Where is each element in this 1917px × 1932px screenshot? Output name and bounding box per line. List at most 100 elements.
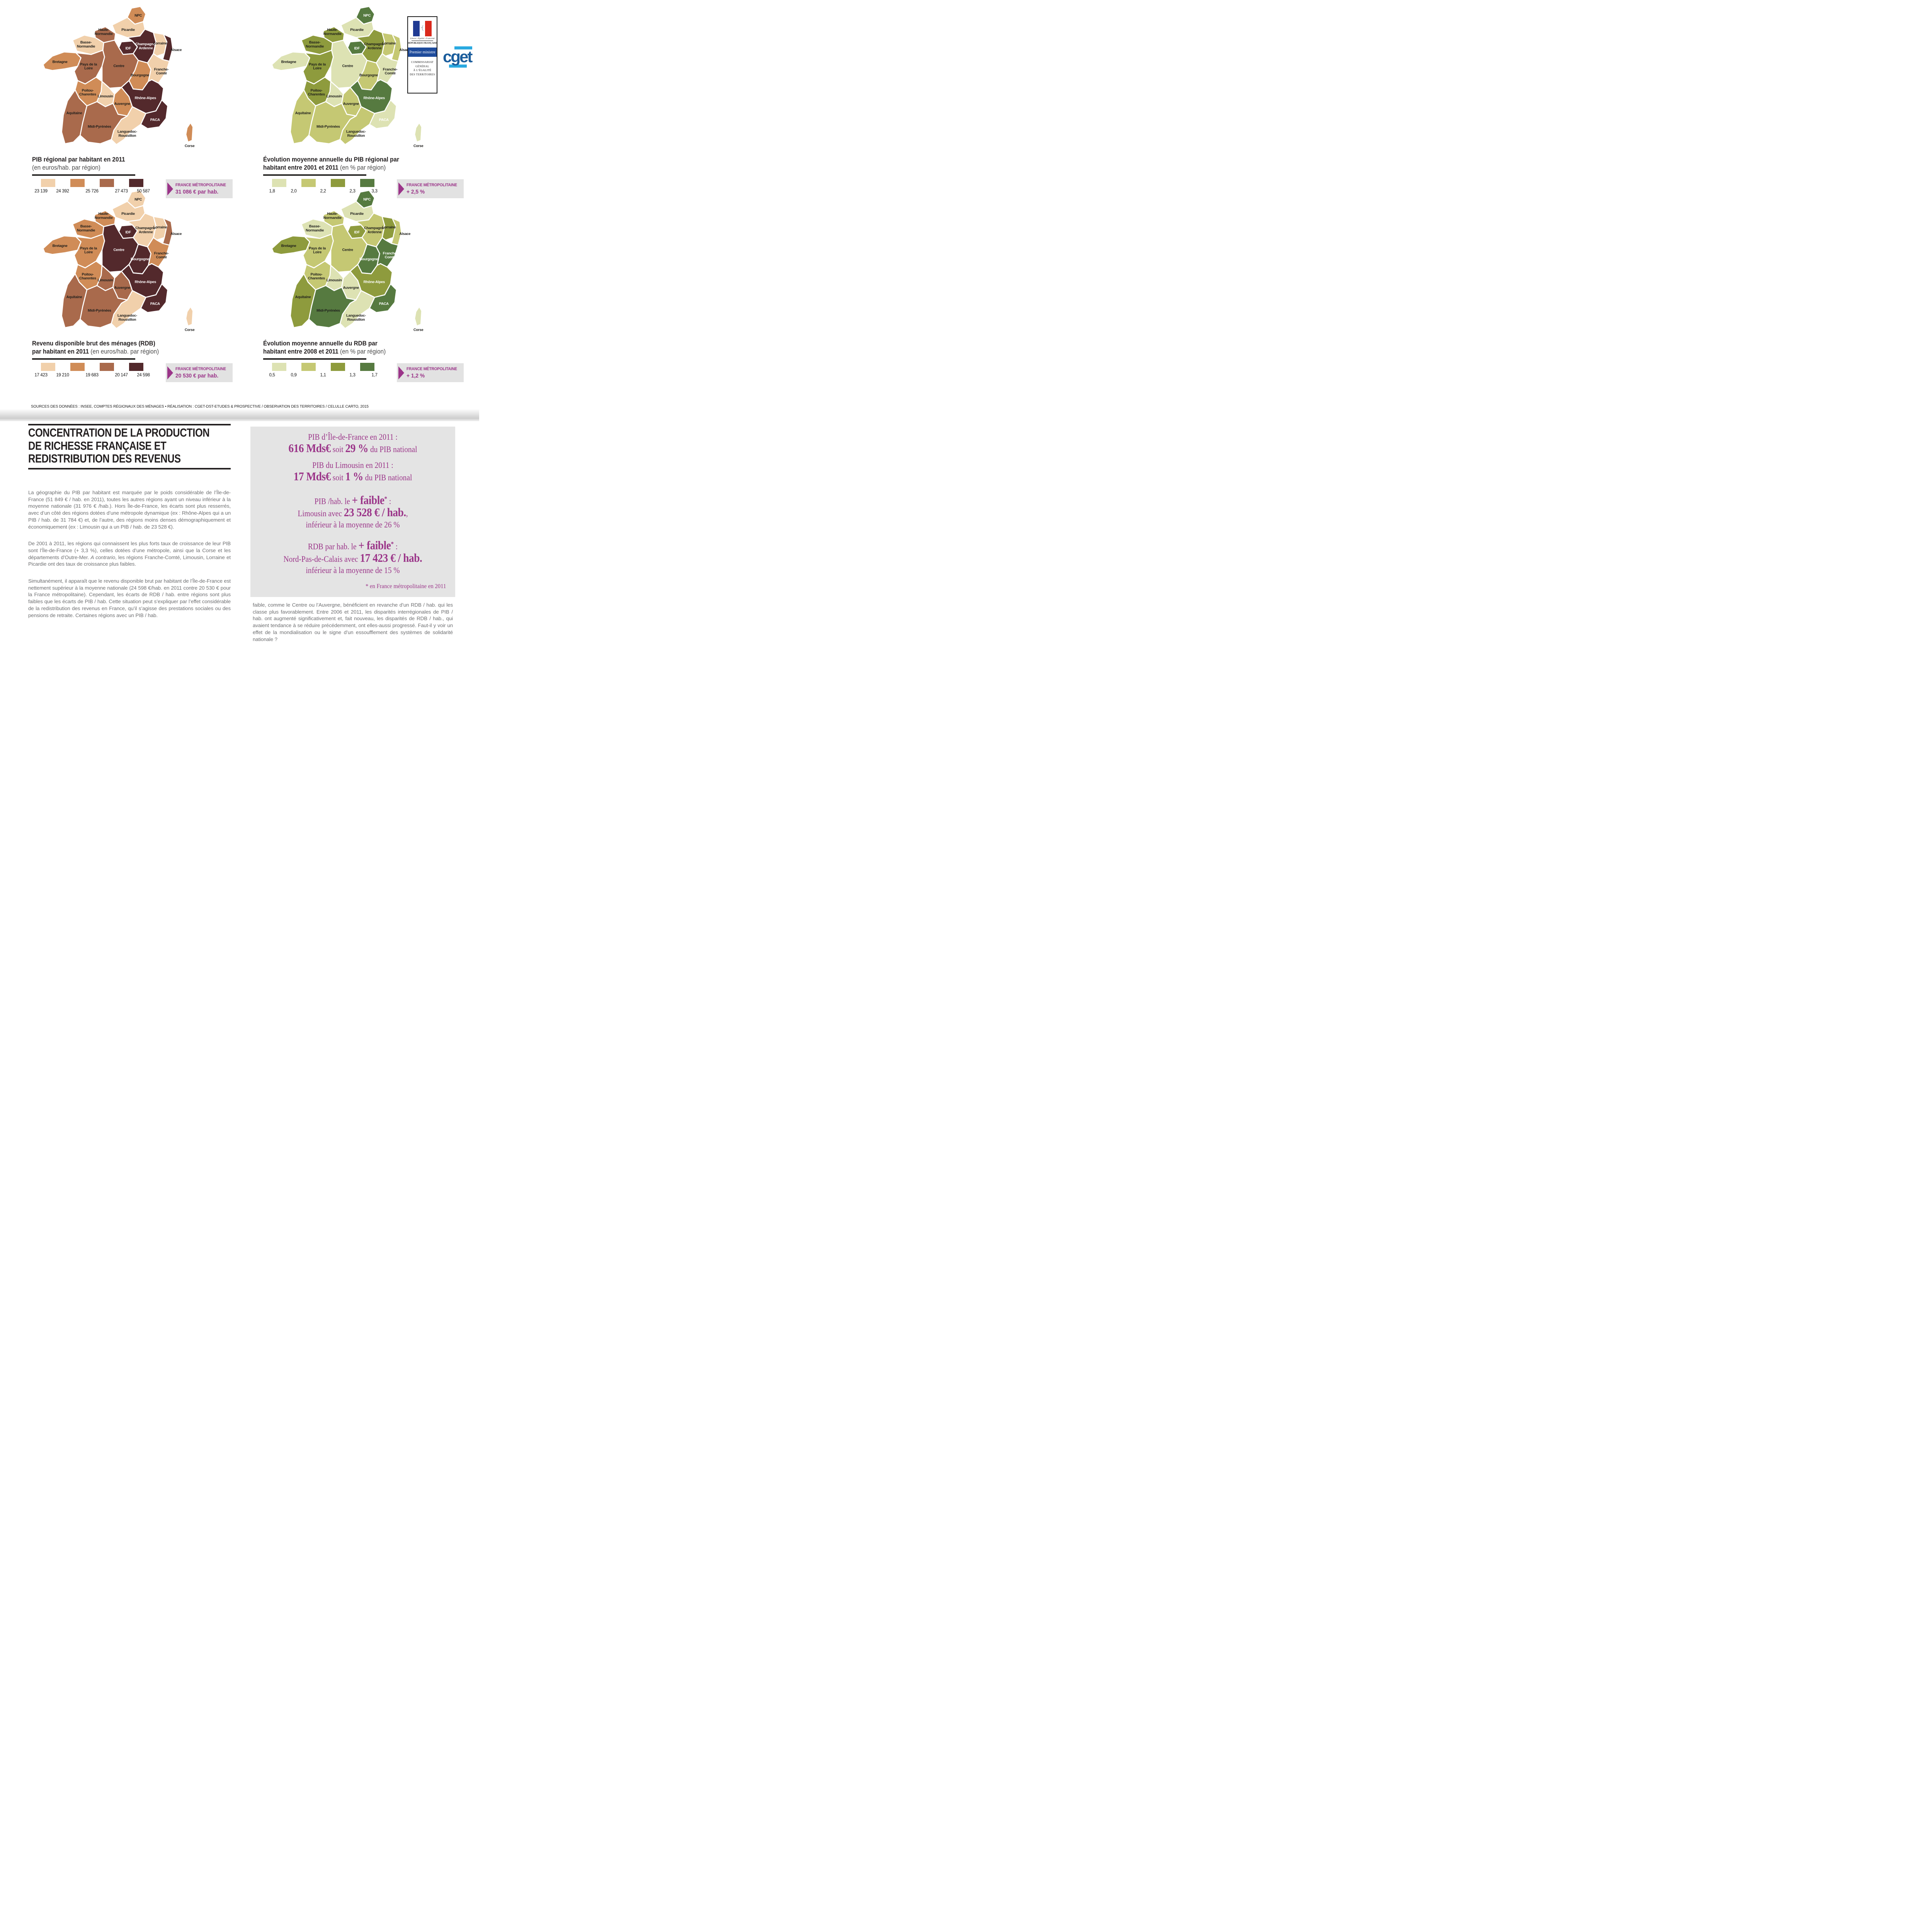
legend-value: 2,3 (349, 189, 356, 194)
region-label-auvergne: Auvergne (114, 102, 130, 106)
legend-swatch (41, 362, 55, 371)
legend-values: 23 139 24 392 25 726 27 473 50 587 (32, 189, 160, 194)
legend-swatch (360, 362, 374, 371)
rf-republic: RÉPUBLIQUE FRANÇAISE (407, 42, 437, 44)
map4-caption: Évolution moyenne annuelle du RDB par hab… (263, 339, 433, 378)
cget-wordmark: cget (443, 48, 473, 66)
region-label-npc: NPC (134, 197, 142, 201)
region-label-paca: PACA (150, 302, 160, 306)
region-label-rhone-alpes: Rhône-Alpes (364, 280, 385, 284)
region-label-languedoc-roussillon: Languedoc-Roussillon (346, 314, 366, 321)
fold-shadow (0, 409, 479, 421)
map-title-line: Évolution moyenne annuelle du RDB par (263, 340, 378, 347)
legend-value: 1,3 (349, 372, 356, 378)
region-franche-comte (376, 237, 399, 268)
region-label-aquitaine: Aquitaine (66, 111, 82, 115)
map-title-line: habitant entre 2001 et 2011 (en % par ré… (263, 164, 386, 171)
map-evolution-rdb-2008-2011: NPC Picardie Haute-Normandie Basse-Normandi… (271, 190, 424, 332)
region-label-poitou-charentes: Poitou-Charentes (79, 272, 96, 280)
region-label-idf: IDF (125, 230, 131, 234)
premier-ministre-band: Premier ministre (408, 48, 437, 57)
region-label-paca: PACA (379, 118, 389, 122)
legend-value: 0,9 (291, 372, 297, 378)
region-label-midi-pyrenees: Midi-Pyrénées (88, 125, 111, 129)
region-label-haute-normandie: Haute-Normandie (95, 28, 113, 36)
region-label-auvergne: Auvergne (343, 102, 359, 106)
region-label-bourgogne: Bourgogne (131, 73, 149, 77)
region-label-bretagne: Bretagne (53, 60, 68, 64)
region-label-lorraine: Lorraine (382, 41, 396, 45)
legend-swatches (263, 179, 379, 187)
region-label-corse: Corse (413, 328, 423, 332)
cget-bar-icon (449, 65, 467, 68)
region-label-franche-comte: Franche-Comté (154, 67, 169, 75)
region-label-haute-normandie: Haute-Normandie (95, 212, 113, 219)
legend-swatch (129, 179, 143, 187)
map-title-line: par habitant en 2011 (en euros/hab. par … (32, 348, 159, 355)
map-title-line: habitant entre 2008 et 2011 (en % par ré… (263, 348, 386, 355)
map-title-line: Revenu disponible brut des ménages (RDB) (32, 340, 155, 347)
region-label-alsace: Alsace (170, 48, 182, 52)
legend-value: 19 683 (85, 372, 99, 378)
legend-swatch (331, 179, 345, 187)
key-figure-line: inférieur à la moyenne de 15 % (306, 565, 400, 575)
region-label-aquitaine: Aquitaine (295, 111, 311, 115)
region-midi-pyrenees (308, 285, 357, 328)
legend-value: 1,1 (320, 372, 326, 378)
key-figures-groups: PIB d’Île-de-France en 2011 :616 Mds€ so… (258, 432, 447, 575)
key-figure-line: PIB d’Île-de-France en 2011 : (308, 432, 398, 442)
map-title-line: (en euros/hab. par région) (32, 164, 100, 171)
region-label-alsace: Alsace (399, 48, 410, 52)
right-column-paragraph: faible, comme le Centre ou l’Auvergne, b… (253, 602, 453, 642)
legend-swatches (263, 362, 379, 371)
cget-bar-icon (454, 46, 472, 49)
region-label-languedoc-roussillon: Languedoc-Roussillon (117, 314, 137, 321)
region-label-bretagne: Bretagne (53, 244, 68, 248)
key-figure-line: 17 Mds€ soit 1 % du PIB national (293, 469, 412, 483)
key-figure-line: Nord-Pas-de-Calais avec 17 423 € / hab. (283, 551, 422, 565)
region-label-paca: PACA (150, 118, 160, 122)
legend-swatch (272, 179, 286, 187)
region-label-haute-normandie: Haute-Normandie (323, 28, 342, 36)
region-label-basse-normandie: Basse-Normandie (306, 224, 324, 232)
legend-swatch (100, 179, 114, 187)
region-label-rhone-alpes: Rhône-Alpes (135, 96, 156, 100)
key-figures-footnote: * en France métropolitaine en 2011 (365, 583, 446, 590)
region-franche-comte (147, 53, 170, 84)
region-label-pays-de-la-loire: Pays de la Loire (80, 62, 97, 70)
region-label-limousin: Limousin (98, 278, 113, 282)
legend-value: 20 147 (115, 372, 128, 378)
arrow-right-icon (167, 366, 173, 379)
region-aquitaine (290, 89, 316, 145)
region-label-limousin: Limousin (327, 278, 342, 282)
region-aquitaine (290, 273, 316, 328)
france-metropolitaine-box-4: FRANCE MÉTROPOLITAINE + 1,2 % (397, 363, 464, 382)
key-figure-line: Limousin avec 23 528 € / hab., (298, 505, 408, 519)
region-label-centre: Centre (342, 64, 353, 68)
region-label-champagne-ardenne: Champagne-Ardenne (135, 42, 156, 50)
heading-line: REDISTRIBUTION DES REVENUS (28, 452, 181, 465)
region-label-lorraine: Lorraine (153, 41, 167, 45)
legend-value: 23 139 (34, 189, 48, 194)
cget-org-name: COMMISSARIAT GÉNÉRAL À L’ÉGALITÉ DES TER… (410, 61, 435, 76)
legend-swatches (32, 179, 148, 187)
legend-value: 24 598 (137, 372, 150, 378)
region-label-bretagne: Bretagne (281, 60, 296, 64)
map1-caption: PIB régional par habitant en 2011 (en eur… (32, 155, 202, 194)
region-label-languedoc-roussillon: Languedoc-Roussillon (346, 130, 366, 138)
map-pib-par-habitant-2011: NPC Picardie Haute-NormandieBasse-Normandi… (43, 6, 195, 148)
map-rdb-par-habitant-2011: NPC Picardie Haute-NormandieBasse-Normandi… (43, 190, 195, 332)
region-midi-pyrenees (80, 101, 128, 145)
region-label-npc: NPC (363, 14, 371, 17)
legend-swatch (301, 179, 316, 187)
legend-swatch (272, 362, 286, 371)
legend-values: 0,5 0,9 1,1 1,3 1,7 (263, 373, 391, 378)
region-label-alsace: Alsace (399, 232, 410, 236)
region-label-bretagne: Bretagne (281, 244, 296, 248)
paragraph: De 2001 à 2011, les régions qui connaiss… (28, 541, 231, 567)
paragraph: La géographie du PIB par habitant est ma… (28, 490, 231, 530)
metro-label: FRANCE MÉTROPOLITAINE (175, 366, 226, 371)
france-metropolitaine-box-2: FRANCE MÉTROPOLITAINE + 2,5 % (397, 179, 464, 198)
region-franche-comte (376, 53, 399, 84)
key-figure-group: PIB /hab. le + faible* : Limousin avec 23… (258, 494, 447, 530)
